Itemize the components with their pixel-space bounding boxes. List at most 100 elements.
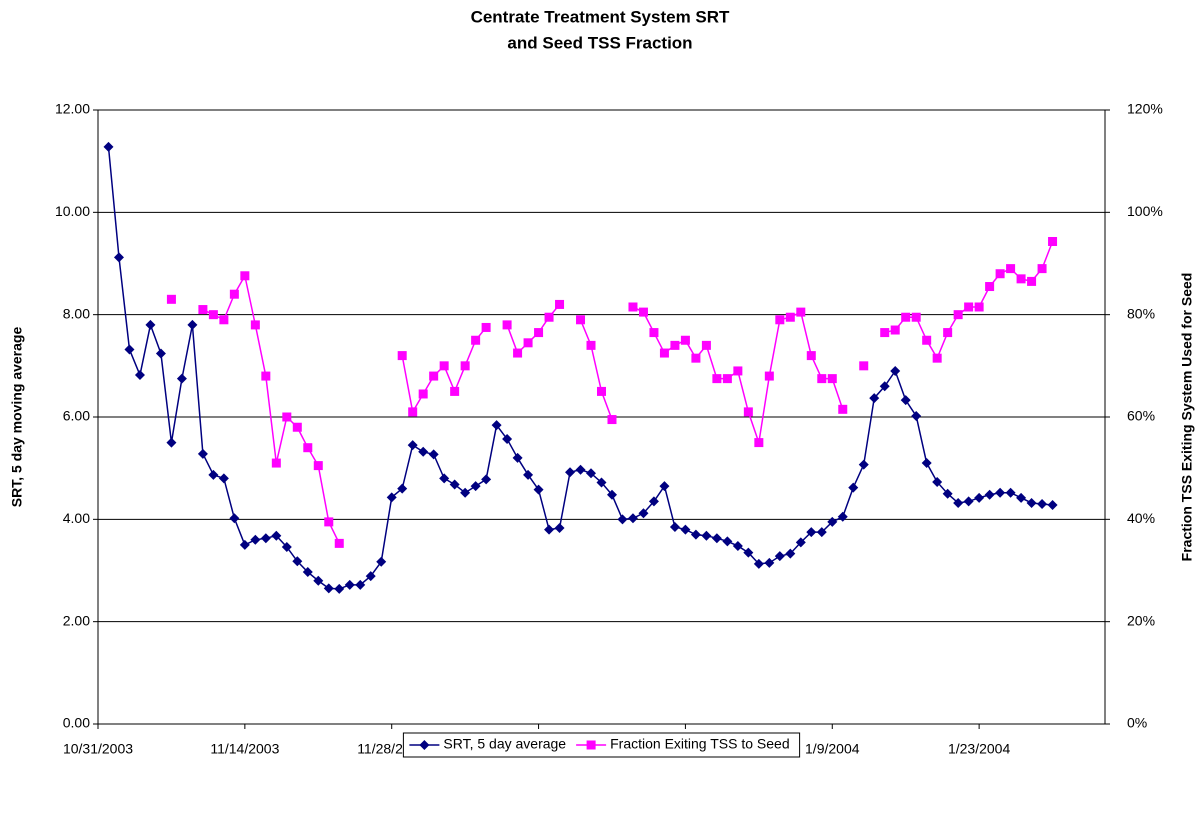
marker (638, 508, 649, 519)
y-tick-label: 6.00 (63, 408, 90, 424)
marker (1026, 497, 1037, 508)
marker (764, 557, 775, 568)
marker (481, 322, 491, 332)
legend-label: SRT, 5 day average (443, 736, 566, 752)
chart-title: Centrate Treatment System SRT (471, 7, 730, 26)
marker (565, 467, 576, 478)
marker (323, 583, 334, 594)
marker (239, 539, 250, 550)
marker (439, 473, 450, 484)
marker (659, 348, 669, 358)
marker (502, 320, 512, 330)
marker (879, 381, 890, 392)
marker (103, 141, 114, 152)
marker (984, 489, 995, 500)
marker (491, 420, 502, 431)
marker (943, 328, 953, 338)
marker (942, 488, 953, 499)
marker (218, 473, 229, 484)
marker (817, 374, 827, 384)
marker (701, 340, 711, 350)
marker (313, 461, 323, 471)
marker (1048, 236, 1058, 246)
marker (523, 469, 534, 480)
marker (303, 443, 313, 453)
marker (659, 481, 670, 492)
marker (261, 371, 271, 381)
marker (282, 412, 292, 422)
legend-label: Fraction Exiting TSS to Seed (610, 736, 790, 752)
marker (586, 740, 596, 750)
marker (953, 310, 963, 320)
marker (1016, 274, 1026, 284)
marker (701, 530, 712, 541)
y2-tick-label: 0% (1127, 715, 1147, 731)
marker (586, 468, 597, 479)
y-axis-title: SRT, 5 day moving average (9, 327, 25, 508)
y2-tick-label: 80% (1127, 305, 1155, 321)
marker (208, 310, 218, 320)
marker (774, 551, 785, 562)
marker (449, 479, 460, 490)
marker (418, 446, 429, 457)
marker (166, 437, 177, 448)
marker (523, 338, 533, 348)
y2-tick-label: 20% (1127, 612, 1155, 628)
marker (1047, 500, 1058, 511)
marker (827, 516, 838, 527)
marker (281, 541, 292, 552)
marker (953, 497, 964, 508)
marker (145, 319, 156, 330)
y2-tick-label: 60% (1127, 408, 1155, 424)
marker (113, 252, 124, 263)
marker (313, 575, 324, 586)
marker (471, 335, 481, 345)
marker (995, 269, 1005, 279)
y2-axis-title: Fraction TSS Exiting System Used for See… (1179, 273, 1195, 562)
marker (408, 407, 418, 417)
marker (858, 459, 869, 470)
marker (250, 534, 261, 545)
marker (753, 558, 764, 569)
marker (229, 289, 239, 299)
marker (775, 315, 785, 325)
marker (554, 523, 565, 534)
marker (649, 328, 659, 338)
x-tick-label: 1/9/2004 (805, 741, 860, 757)
marker (932, 353, 942, 363)
marker (670, 340, 680, 350)
marker (292, 556, 303, 567)
marker (985, 282, 995, 292)
marker (900, 395, 911, 406)
marker (419, 740, 430, 750)
marker (166, 294, 176, 304)
marker (743, 547, 754, 558)
marker (869, 393, 880, 404)
marker (680, 335, 690, 345)
marker (176, 373, 187, 384)
marker (963, 496, 974, 507)
marker (880, 328, 890, 338)
marker (302, 567, 313, 578)
y-tick-label: 10.00 (55, 203, 90, 219)
marker (512, 452, 523, 463)
marker (974, 492, 985, 503)
marker (428, 449, 439, 460)
y-tick-label: 4.00 (63, 510, 90, 526)
marker (219, 315, 229, 325)
marker (596, 477, 607, 488)
marker (806, 527, 817, 538)
marker (964, 302, 974, 312)
marker (732, 540, 743, 551)
marker (586, 340, 596, 350)
marker (690, 529, 701, 540)
marker (911, 410, 922, 421)
marker (544, 524, 555, 535)
y-tick-label: 0.00 (63, 715, 90, 731)
marker (481, 474, 492, 485)
marker (680, 524, 691, 535)
marker (816, 527, 827, 538)
marker (324, 517, 334, 527)
marker (712, 374, 722, 384)
marker (1006, 264, 1016, 274)
